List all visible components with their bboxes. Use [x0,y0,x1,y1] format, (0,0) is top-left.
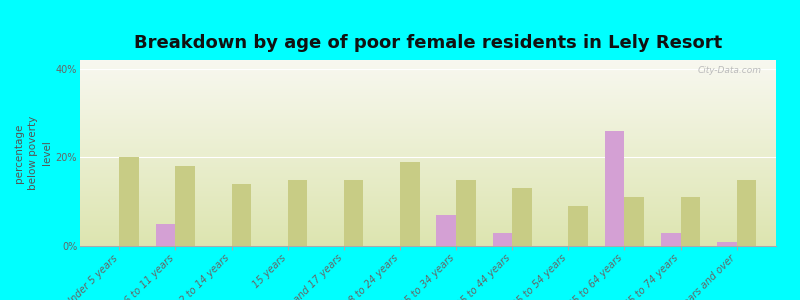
Text: City-Data.com: City-Data.com [698,66,762,75]
Bar [512,188,532,246]
Bar [437,215,456,246]
Bar [456,180,476,246]
Bar [625,197,644,246]
Bar [681,197,700,246]
Bar [288,180,307,246]
Bar [661,233,681,246]
Bar [493,233,512,246]
Bar [231,184,251,246]
Bar [605,131,625,246]
Bar [717,242,737,246]
Y-axis label: percentage
below poverty
level: percentage below poverty level [14,116,51,190]
Bar [175,166,195,246]
Bar [737,180,756,246]
Bar [119,158,139,246]
Bar [156,224,175,246]
Bar [344,180,363,246]
Bar [400,162,419,246]
Bar [568,206,588,246]
Title: Breakdown by age of poor female residents in Lely Resort: Breakdown by age of poor female resident… [134,34,722,52]
